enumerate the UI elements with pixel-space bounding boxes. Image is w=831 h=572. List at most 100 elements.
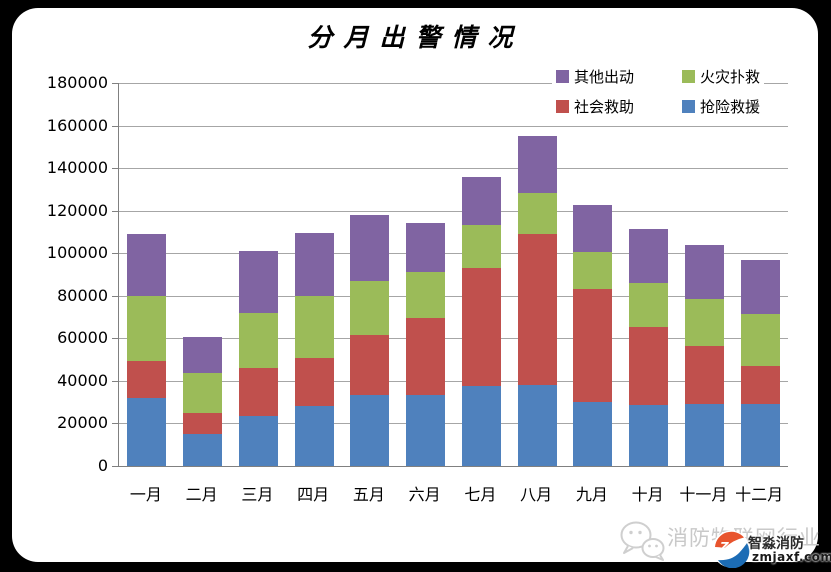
bar-segment-抢险救援	[350, 394, 390, 466]
bar-四月	[294, 233, 334, 466]
legend-swatch-icon	[682, 70, 695, 83]
gridline-120000	[119, 210, 788, 212]
bar-segment-其他出动	[183, 337, 223, 374]
y-axis-tick	[112, 168, 119, 170]
x-axis-label: 十月	[631, 485, 664, 504]
bar-segment-火灾扑救	[517, 192, 557, 235]
x-axis-label: 十一月	[679, 485, 728, 504]
bar-segment-社会救助	[461, 268, 501, 387]
legend-item-火灾扑救: 火灾扑救	[682, 66, 760, 87]
x-axis-label: 一月	[129, 485, 162, 504]
x-axis-label: 九月	[575, 485, 608, 504]
bar-segment-社会救助	[740, 366, 780, 405]
legend: 其他出动 火灾扑救社会救助 抢险救援	[552, 64, 765, 119]
gridline-80000	[119, 295, 788, 297]
bar-segment-社会救助	[350, 335, 390, 395]
bar-segment-社会救助	[183, 412, 223, 435]
bar-九月	[573, 205, 613, 466]
plot-area	[112, 83, 788, 467]
bar-segment-其他出动	[238, 251, 278, 313]
y-axis-label: 180000	[46, 73, 108, 92]
bar-segment-抢险救援	[294, 406, 334, 466]
bar-segment-火灾扑救	[740, 313, 780, 366]
chart-title: 分月出警情况	[307, 23, 524, 52]
gridline-20000	[119, 423, 788, 425]
legend-swatch-icon	[556, 100, 569, 113]
gridline-40000	[119, 380, 788, 382]
x-axis-label: 三月	[241, 485, 274, 504]
y-axis-tick	[112, 210, 119, 212]
gridline-140000	[119, 168, 788, 170]
bar-一月	[127, 234, 167, 466]
y-axis-tick	[112, 295, 119, 297]
bar-segment-火灾扑救	[461, 224, 501, 269]
bar-segment-社会救助	[684, 345, 724, 405]
gridline-100000	[119, 253, 788, 255]
y-axis-tick	[112, 253, 119, 255]
bar-segment-抢险救援	[740, 404, 780, 466]
y-axis-tick	[112, 423, 119, 425]
bar-segment-火灾扑救	[629, 283, 669, 327]
x-axis-label: 十二月	[735, 485, 784, 504]
bar-十月	[629, 228, 669, 466]
bar-segment-其他出动	[517, 136, 557, 193]
bar-segment-其他出动	[127, 234, 167, 296]
bar-十二月	[740, 259, 780, 466]
bar-七月	[461, 176, 501, 466]
legend-label: 抢险救援	[700, 98, 761, 116]
bar-segment-火灾扑救	[294, 295, 334, 358]
bar-segment-其他出动	[294, 233, 334, 296]
gridline-180000	[119, 83, 788, 84]
bar-segment-火灾扑救	[573, 252, 613, 290]
bar-segment-社会救助	[127, 360, 167, 398]
legend-label: 社会救助	[574, 98, 635, 116]
x-axis-label: 六月	[408, 485, 441, 504]
bar-segment-抢险救援	[461, 386, 501, 466]
bar-segment-社会救助	[629, 326, 669, 406]
y-axis-tick	[112, 125, 119, 127]
y-axis-tick	[112, 338, 119, 340]
gridline-160000	[119, 125, 788, 127]
y-axis-label: 60000	[57, 328, 108, 348]
bar-segment-社会救助	[406, 318, 446, 395]
y-axis-tick	[112, 466, 119, 467]
bar-segment-抢险救援	[684, 404, 724, 466]
bar-segment-社会救助	[573, 289, 613, 403]
bar-segment-社会救助	[517, 234, 557, 386]
bar-segment-火灾扑救	[238, 312, 278, 369]
bar-segment-火灾扑救	[127, 295, 167, 361]
bar-segment-社会救助	[294, 357, 334, 407]
y-axis-labels: 0 20000 40000 60000 80000 100000 120000 140000 1…	[0, 0, 108, 572]
legend-item-其他出动: 其他出动	[556, 66, 668, 87]
bar-三月	[238, 251, 278, 466]
bar-segment-其他出动	[350, 214, 390, 281]
y-axis-tick	[112, 83, 119, 84]
bar-十一月	[684, 244, 724, 466]
bar-segment-火灾扑救	[406, 272, 446, 319]
y-axis-label: 140000	[46, 158, 108, 178]
x-axis-label: 四月	[297, 485, 330, 504]
legend-swatch-icon	[682, 100, 695, 113]
bar-segment-抢险救援	[238, 416, 278, 466]
y-axis-label: 80000	[57, 285, 108, 305]
bar-segment-火灾扑救	[684, 299, 724, 346]
y-axis-label: 120000	[46, 200, 108, 220]
legend-item-抢险救援: 抢险救援	[682, 96, 760, 117]
gridline-60000	[119, 338, 788, 340]
y-axis-label: 0	[97, 456, 108, 475]
bar-二月	[183, 337, 223, 466]
bar-segment-其他出动	[684, 244, 724, 299]
bar-segment-其他出动	[573, 205, 613, 253]
x-axis-label: 八月	[520, 485, 553, 504]
y-axis-label: 40000	[57, 370, 108, 390]
bar-segment-其他出动	[406, 223, 446, 273]
bar-segment-抢险救援	[127, 397, 167, 466]
bar-segment-火灾扑救	[350, 280, 390, 336]
legend-swatch-icon	[556, 70, 569, 83]
bar-segment-社会救助	[238, 368, 278, 416]
bar-segment-抢险救援	[183, 434, 223, 466]
legend-item-社会救助: 社会救助	[556, 96, 668, 117]
bar-六月	[406, 223, 446, 466]
x-axis-label: 七月	[464, 485, 497, 504]
